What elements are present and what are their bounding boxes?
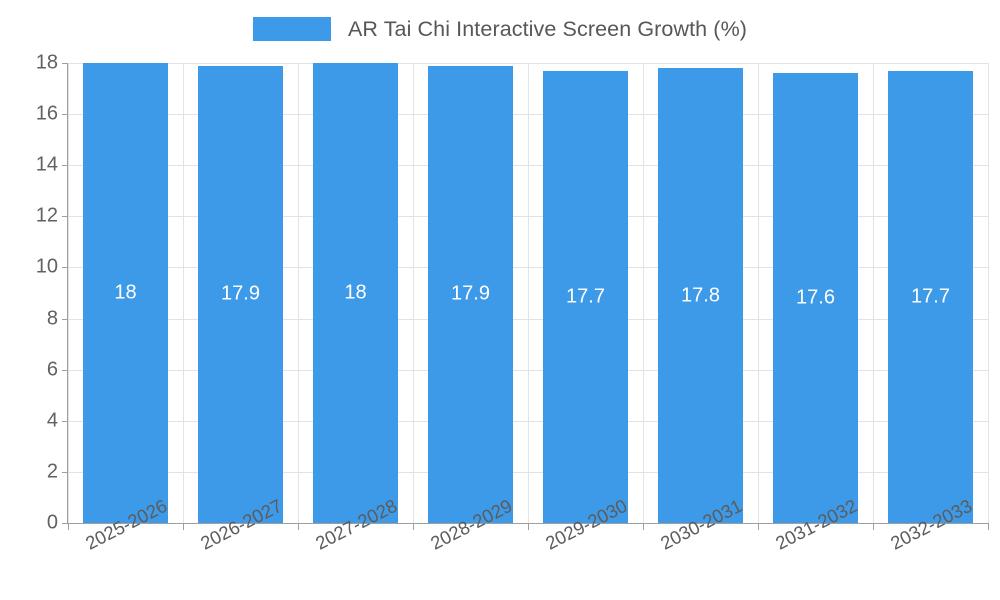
y-axis-tick-mark bbox=[62, 165, 68, 167]
bar[interactable]: 17.6 bbox=[773, 73, 858, 523]
bar-slot: 17.6 bbox=[758, 63, 873, 523]
y-axis-tick-label: 18 bbox=[35, 51, 58, 74]
y-axis-line bbox=[67, 63, 68, 523]
bar-value-label: 17.7 bbox=[566, 285, 605, 308]
x-axis-tick-mark bbox=[183, 523, 184, 530]
x-axis: 2025-2026 2026-2027 2027-2028 2028-2029 2029… bbox=[68, 495, 989, 600]
y-axis-tick-label: 6 bbox=[46, 358, 58, 381]
y-axis-tick-mark bbox=[62, 267, 68, 269]
bar-value-label: 17.6 bbox=[796, 286, 835, 309]
x-axis-label-slot: 2026-2027 bbox=[183, 495, 298, 600]
bar-slot: 18 bbox=[298, 63, 413, 523]
y-axis-tick-mark bbox=[62, 114, 68, 116]
bar[interactable]: 18 bbox=[83, 63, 168, 523]
y-axis-tick-mark bbox=[62, 369, 68, 371]
y-axis-tick-mark bbox=[62, 216, 68, 218]
bar-value-label: 17.9 bbox=[451, 282, 490, 305]
legend-swatch-icon bbox=[252, 17, 331, 41]
bar[interactable]: 17.7 bbox=[543, 70, 628, 523]
y-axis-tick-mark bbox=[62, 420, 68, 422]
y-axis-tick-label: 16 bbox=[35, 102, 58, 125]
x-axis-tick-mark bbox=[528, 523, 529, 530]
x-axis-tick-mark bbox=[643, 523, 644, 530]
legend-label: AR Tai Chi Interactive Screen Growth (%) bbox=[347, 16, 748, 41]
x-axis-tick-mark bbox=[68, 523, 69, 530]
bar-slot: 17.9 bbox=[413, 63, 528, 523]
chart-legend: AR Tai Chi Interactive Screen Growth (%) bbox=[0, 12, 1000, 46]
y-axis-tick-label: 0 bbox=[46, 511, 58, 534]
bar-value-label: 17.9 bbox=[221, 282, 260, 305]
bar-slot: 17.7 bbox=[873, 63, 988, 523]
y-axis-tick-label: 8 bbox=[46, 307, 58, 330]
bar-value-label: 18 bbox=[114, 281, 137, 304]
bar[interactable]: 17.9 bbox=[198, 65, 283, 523]
x-axis-label-slot: 2028-2029 bbox=[413, 495, 528, 600]
x-axis-label-slot: 2027-2028 bbox=[298, 495, 413, 600]
y-axis-tick-mark bbox=[62, 63, 68, 64]
y-axis-tick-mark bbox=[62, 318, 68, 320]
bar-value-label: 17.8 bbox=[681, 284, 720, 307]
y-axis-tick-mark bbox=[62, 523, 68, 524]
y-axis-tick-label: 12 bbox=[35, 204, 58, 227]
y-axis-tick-mark bbox=[62, 471, 68, 473]
x-axis-tick-mark bbox=[413, 523, 414, 530]
x-axis-label-slot: 2032-2033 bbox=[873, 495, 988, 600]
bar-value-label: 18 bbox=[344, 281, 367, 304]
x-axis-tick-mark bbox=[873, 523, 874, 530]
bar-value-label: 17.7 bbox=[911, 285, 950, 308]
bar[interactable]: 17.8 bbox=[658, 68, 743, 523]
y-axis-tick-label: 10 bbox=[35, 255, 58, 278]
x-axis-label-slot: 2030-2031 bbox=[643, 495, 758, 600]
bar[interactable]: 18 bbox=[313, 63, 398, 523]
gridline-vertical bbox=[988, 63, 989, 523]
x-axis-tick-mark bbox=[758, 523, 759, 530]
x-axis-label-slot: 2031-2032 bbox=[758, 495, 873, 600]
bar-slot: 17.9 bbox=[183, 63, 298, 523]
bar-series: 18 17.9 18 17.9 17.7 17.8 17.6 17.7 bbox=[68, 63, 988, 523]
y-axis-tick-label: 2 bbox=[46, 460, 58, 483]
bar-slot: 17.7 bbox=[528, 63, 643, 523]
bar[interactable]: 17.7 bbox=[888, 70, 973, 523]
x-axis-tick-mark bbox=[988, 523, 989, 530]
x-axis-tick-mark bbox=[298, 523, 299, 530]
plot-area: 18 17.9 18 17.9 17.7 17.8 17.6 17.7 bbox=[67, 63, 989, 524]
bar-slot: 17.8 bbox=[643, 63, 758, 523]
bar-slot: 18 bbox=[68, 63, 183, 523]
y-axis: 0 2 4 6 8 10 12 14 16 18 bbox=[0, 52, 68, 534]
y-axis-tick-label: 14 bbox=[35, 153, 58, 176]
bar[interactable]: 17.9 bbox=[428, 65, 513, 523]
x-axis-label-slot: 2029-2030 bbox=[528, 495, 643, 600]
x-axis-label-slot: 2025-2026 bbox=[68, 495, 183, 600]
y-axis-tick-label: 4 bbox=[46, 409, 58, 432]
